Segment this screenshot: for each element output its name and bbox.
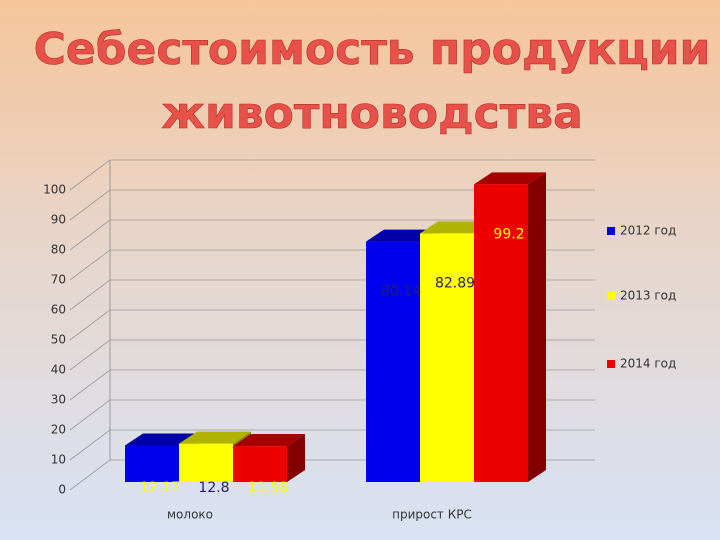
y-tick-label: 20 [51, 423, 66, 437]
grid-line [69, 159, 595, 191]
y-tick-label: 0 [58, 483, 66, 497]
bar-side [528, 172, 546, 482]
legend-label: 2014 год [620, 357, 676, 371]
legend-label: 2013 год [620, 289, 676, 303]
value-label: 80.14 [381, 284, 421, 300]
legend-swatch [607, 292, 615, 300]
value-label: 12.8 [198, 480, 229, 496]
y-tick-label: 80 [51, 243, 66, 257]
grid-line [69, 219, 595, 251]
y-tick-label: 70 [51, 273, 66, 287]
y-tick-label: 10 [51, 453, 66, 467]
value-label: 11.98 [248, 480, 288, 496]
legend-swatch [607, 360, 615, 368]
title-line: Себестоимость продукции [34, 24, 711, 75]
legend-swatch [607, 227, 615, 235]
bar-top [125, 433, 197, 446]
bar [474, 184, 528, 482]
legend-label: 2012 год [620, 224, 676, 238]
value-label: 82.89 [435, 275, 475, 291]
y-tick-label: 40 [51, 363, 66, 377]
y-tick-label: 50 [51, 333, 66, 347]
y-tick-label: 60 [51, 303, 66, 317]
bar [179, 443, 233, 482]
value-label: 12.17 [140, 480, 180, 496]
bar [125, 445, 179, 482]
y-tick-label: 30 [51, 393, 66, 407]
bar-side [287, 434, 305, 482]
grid-line [69, 189, 595, 221]
bar [420, 233, 474, 482]
bar [233, 446, 287, 482]
bar-top [179, 431, 251, 444]
value-label: 99.2 [493, 226, 524, 242]
bar-top [474, 172, 546, 185]
chart-title: Себестоимость продукции животноводства [34, 24, 711, 139]
y-tick-label: 100 [43, 183, 66, 197]
y-tick-label: 90 [51, 213, 66, 227]
bar-top [233, 434, 305, 447]
x-tick-label: прирост КРС [392, 508, 472, 522]
title-line: животноводства [161, 88, 583, 139]
x-tick-label: молоко [167, 508, 213, 522]
bar [366, 241, 420, 482]
